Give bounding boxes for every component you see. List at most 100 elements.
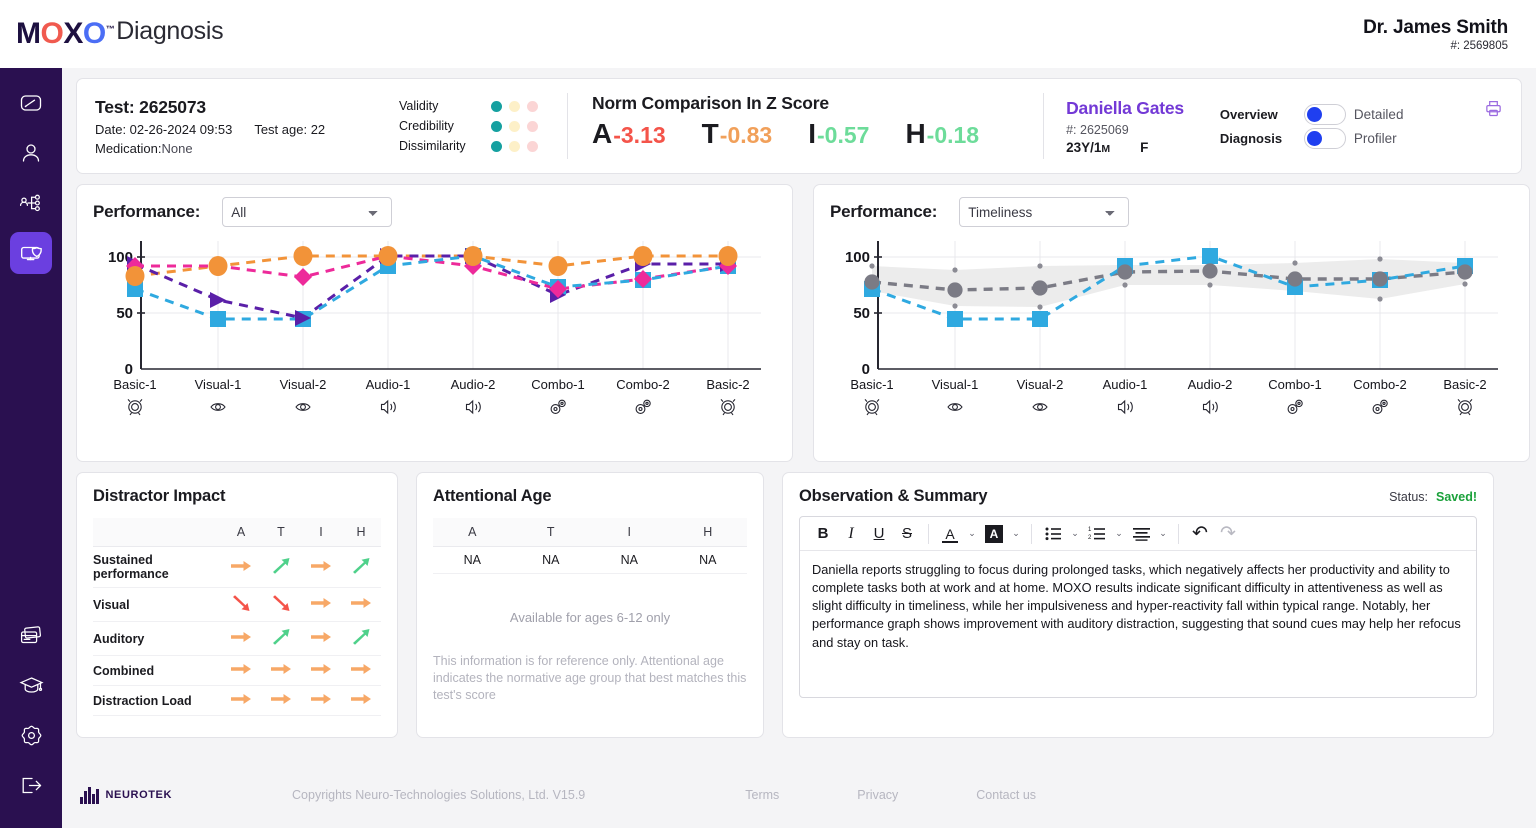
diagnosis-icon bbox=[21, 246, 42, 261]
svg-text:Visual-2: Visual-2 bbox=[1017, 377, 1064, 392]
sidebar-item-organization[interactable] bbox=[10, 182, 52, 224]
footer-link-privacy[interactable]: Privacy bbox=[857, 788, 899, 802]
test-date: Date: 02-26-2024 09:53 bbox=[95, 121, 233, 137]
chart-svg-left: 100 50 0 bbox=[108, 241, 761, 416]
performance-filter-select-right[interactable]: Timeliness bbox=[959, 197, 1130, 227]
bullet-list-chevron-down-icon[interactable]: ⌄ bbox=[1071, 528, 1079, 538]
toolbar-divider bbox=[1031, 523, 1032, 544]
ytick-100: 100 bbox=[845, 249, 870, 266]
font-color-bar bbox=[942, 540, 958, 543]
ytick-0: 0 bbox=[862, 361, 870, 378]
indicator-dot-teal bbox=[491, 100, 502, 112]
arrow-flat bbox=[310, 630, 332, 647]
logo-letter-o1: O bbox=[40, 17, 64, 50]
redo-button[interactable]: ↷ bbox=[1220, 523, 1236, 544]
underline-button[interactable]: U bbox=[873, 525, 885, 542]
undo-button[interactable]: ↶ bbox=[1192, 523, 1208, 544]
toggle-overview-detailed[interactable] bbox=[1303, 103, 1346, 125]
bold-button[interactable]: B bbox=[817, 525, 829, 542]
indicator-row-credibility: Credibility bbox=[399, 116, 545, 136]
performance-filter-select-left[interactable]: All bbox=[222, 197, 393, 227]
numbered-list-button[interactable]: 1 2 bbox=[1084, 521, 1110, 547]
toggle-label-diagnosis: Diagnosis bbox=[1219, 130, 1283, 146]
arrow-up bbox=[350, 628, 372, 649]
background-color-button[interactable]: A bbox=[981, 521, 1007, 547]
dashboard-icon bbox=[20, 95, 42, 111]
font-color-chevron-down-icon[interactable]: ⌄ bbox=[968, 528, 976, 538]
arrow-flat bbox=[230, 662, 252, 679]
sidebar-item-billing[interactable] bbox=[10, 614, 52, 656]
series-line-norm bbox=[871, 269, 1466, 292]
numbered-list-chevron-down-icon[interactable]: ⌄ bbox=[1115, 528, 1123, 538]
sidebar-item-settings[interactable] bbox=[10, 714, 52, 756]
bullet-list-button[interactable] bbox=[1040, 521, 1066, 547]
alarm-clock-icon bbox=[864, 399, 880, 416]
toggle-knob bbox=[1306, 130, 1322, 146]
font-color-button[interactable]: A bbox=[937, 521, 963, 547]
ytick-50: 50 bbox=[116, 305, 133, 322]
sidebar-item-training[interactable] bbox=[10, 664, 52, 706]
distractor-impact-panel: Distractor Impact A T I H Sustained perf… bbox=[76, 472, 398, 738]
toggle-diagnosis-profiler[interactable] bbox=[1303, 127, 1346, 149]
moxo-logo: MOXO™ bbox=[16, 17, 115, 51]
align-button[interactable] bbox=[1128, 521, 1154, 547]
doctor-id: #: 2569805 bbox=[1450, 39, 1508, 52]
svg-text:Basic-1: Basic-1 bbox=[850, 377, 893, 392]
observation-title: Observation & Summary bbox=[799, 487, 988, 505]
product-name: Diagnosis bbox=[116, 17, 224, 45]
score-a: A -3.13 bbox=[592, 118, 666, 150]
svg-text:Basic-1: Basic-1 bbox=[113, 377, 156, 392]
cell-arrow bbox=[301, 685, 341, 716]
main-content: Test: 2625073 Date: 02-26-2024 09:53 Tes… bbox=[62, 68, 1536, 828]
indicator-label-validity: Validity bbox=[399, 99, 439, 113]
align-icon bbox=[1132, 527, 1150, 541]
align-chevron-down-icon[interactable]: ⌄ bbox=[1159, 528, 1167, 538]
cell-arrow bbox=[341, 587, 381, 622]
italic-button[interactable]: I bbox=[848, 524, 854, 542]
chart-svg-right: 100 50 0 bbox=[845, 241, 1498, 416]
strikethrough-button[interactable]: S bbox=[901, 525, 912, 542]
sidebar bbox=[0, 68, 62, 828]
sidebar-item-diagnosis[interactable] bbox=[10, 232, 52, 274]
print-button[interactable] bbox=[1484, 99, 1503, 123]
indicator-dot-pink bbox=[527, 140, 538, 152]
series-line-timeliness bbox=[134, 254, 729, 321]
background-color-icon: A bbox=[985, 524, 1003, 543]
sidebar-item-patients[interactable] bbox=[10, 132, 52, 174]
logo-letter-m: M bbox=[16, 17, 41, 50]
cell-a: NA bbox=[433, 546, 512, 574]
toggle-row-overview: Overview Detailed bbox=[1219, 102, 1403, 126]
col-header-h: H bbox=[341, 518, 381, 547]
footer-link-contact[interactable]: Contact us bbox=[976, 788, 1037, 802]
footer-link-terms[interactable]: Terms bbox=[745, 788, 780, 802]
cell-arrow bbox=[221, 621, 261, 656]
col-header-t: T bbox=[511, 518, 590, 547]
eye-icon bbox=[947, 403, 963, 411]
table-header-row: A T I H bbox=[93, 518, 381, 547]
background-color-chevron-down-icon[interactable]: ⌄ bbox=[1012, 528, 1020, 538]
organization-icon bbox=[19, 194, 40, 212]
distractor-impact-title: Distractor Impact bbox=[93, 487, 226, 505]
svg-text:Combo-2: Combo-2 bbox=[1353, 377, 1406, 392]
patient-info: Daniella Gates #: 2625069 23Y/1M F bbox=[1043, 93, 1184, 159]
charts-row: Performance: All bbox=[76, 184, 1530, 462]
table-row: Sustained performance bbox=[93, 546, 381, 588]
x-category-icons-right bbox=[864, 399, 1473, 416]
test-info-left: Test: 2625073 Date: 02-26-2024 09:53 Tes… bbox=[95, 97, 395, 156]
sidebar-item-dashboard[interactable] bbox=[10, 82, 52, 124]
col-header-h: H bbox=[668, 518, 747, 547]
billing-icon bbox=[20, 625, 41, 643]
toggle-label-profiler: Profiler bbox=[1353, 130, 1397, 146]
arrow-flat bbox=[350, 662, 372, 679]
settings-icon bbox=[21, 725, 41, 745]
arrow-flat bbox=[230, 692, 252, 709]
training-icon bbox=[18, 676, 44, 693]
toggle-label-overview: Overview bbox=[1219, 106, 1278, 122]
gears-icon bbox=[550, 399, 566, 414]
observation-textarea[interactable]: Daniella reports struggling to focus dur… bbox=[812, 562, 1461, 650]
sidebar-item-logout[interactable] bbox=[10, 764, 52, 806]
chart-label-left: Performance: bbox=[93, 202, 201, 221]
patient-name[interactable]: Daniella Gates bbox=[1066, 97, 1184, 118]
score-value-a: -3.13 bbox=[613, 122, 666, 148]
score-letter-a: A bbox=[592, 118, 613, 149]
